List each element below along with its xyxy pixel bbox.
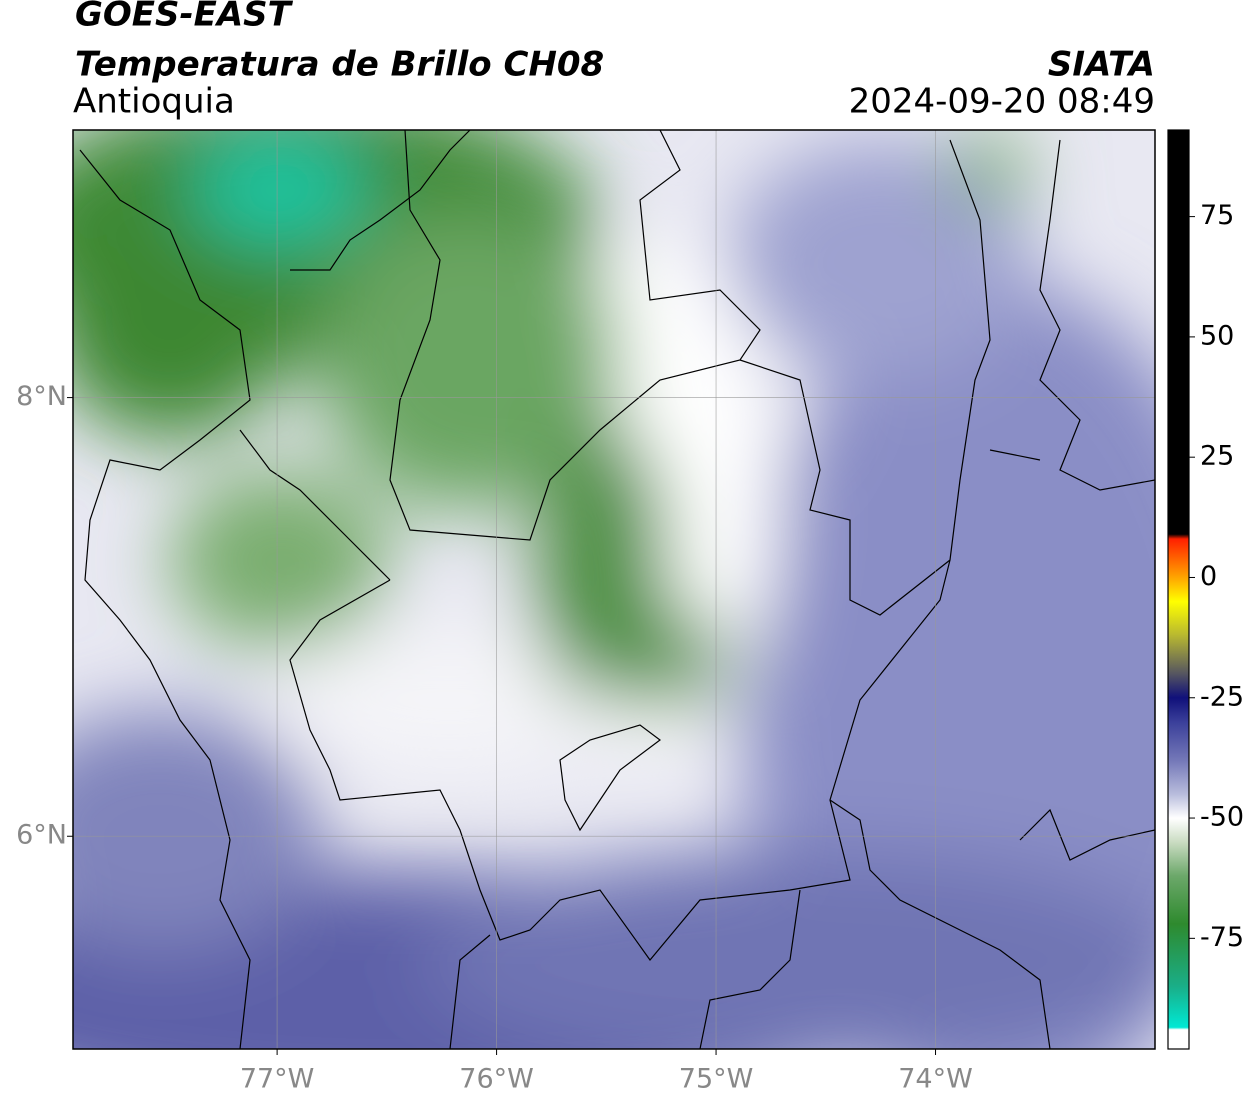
y-tick-label: 8°N — [16, 381, 67, 412]
colorbar-tick-label: 25 — [1200, 441, 1234, 472]
subtitle: Temperatura de Brillo CH08 — [75, 45, 604, 85]
map-frame — [72, 129, 1156, 1050]
x-tick-label: 76°W — [459, 1064, 534, 1095]
x-tick-label: 77°W — [240, 1064, 315, 1095]
source: SIATA — [1048, 45, 1155, 85]
x-tick-label: 75°W — [679, 1064, 754, 1095]
colorbar-tick-label: -50 — [1200, 802, 1244, 833]
colorbar-tick-label: 0 — [1200, 561, 1217, 592]
grid — [73, 130, 1155, 1049]
timestamp: 2024-09-20 08:49 — [849, 82, 1155, 122]
region: Antioquia — [73, 82, 235, 122]
title: GOES-EAST — [75, 0, 294, 35]
colorbar-tick-label: 75 — [1200, 200, 1234, 231]
satellite-image — [73, 130, 1155, 1049]
colorbar-tick-label: -75 — [1200, 922, 1244, 953]
colorbar-tick-label: 50 — [1200, 320, 1234, 351]
colorbar-tick-label: -25 — [1200, 681, 1244, 712]
y-tick-label: 6°N — [16, 820, 67, 851]
colorbar — [1167, 129, 1190, 1050]
x-tick-label: 74°W — [898, 1064, 973, 1095]
